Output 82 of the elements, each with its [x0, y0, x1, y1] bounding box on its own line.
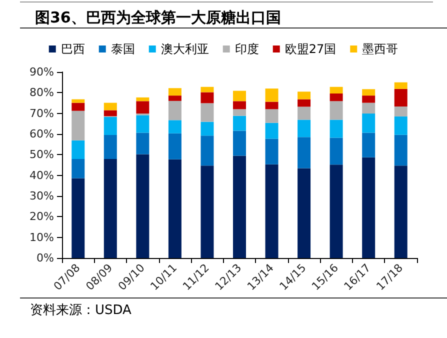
bar — [394, 106, 408, 116]
bar — [394, 134, 408, 166]
legend-label: 巴西 — [60, 42, 85, 56]
bar — [233, 116, 246, 131]
legend-label: 印度 — [234, 42, 259, 56]
bar — [104, 159, 117, 258]
bar — [233, 156, 246, 258]
bar — [298, 168, 311, 258]
bar — [136, 115, 150, 133]
bar — [330, 101, 343, 120]
y-tick-label: 0% — [36, 252, 54, 264]
bar — [200, 86, 214, 92]
bar — [104, 116, 117, 136]
bar — [72, 140, 85, 160]
y-tick-label: 70% — [30, 106, 54, 120]
legend-label: 墨西哥 — [362, 42, 398, 56]
bar — [394, 166, 408, 258]
bar — [104, 110, 117, 116]
bar — [200, 166, 214, 258]
bar — [233, 109, 246, 116]
bar — [168, 120, 182, 134]
bar — [72, 159, 85, 178]
bar — [298, 106, 311, 120]
bar — [233, 130, 246, 156]
bar — [362, 132, 376, 158]
bar — [362, 114, 376, 133]
bar — [104, 102, 117, 110]
bar — [168, 133, 182, 160]
legend-label: 泰国 — [110, 42, 135, 56]
bar — [168, 96, 182, 101]
bar — [265, 138, 278, 164]
bar — [200, 136, 214, 166]
bar — [394, 88, 408, 107]
text: 资料来源：USDA — [30, 303, 132, 318]
bar — [330, 164, 343, 258]
bar — [265, 122, 278, 139]
bar — [168, 88, 182, 96]
bar — [200, 122, 214, 136]
bar — [394, 116, 408, 135]
legend-label: 澳大利亚 — [160, 42, 209, 56]
bar — [298, 120, 311, 138]
y-tick-label: 50% — [30, 148, 54, 162]
bar — [265, 109, 278, 123]
bar — [265, 164, 278, 258]
bar — [168, 100, 182, 120]
bar — [136, 154, 150, 258]
bar — [136, 101, 150, 114]
bar — [200, 92, 214, 104]
bar — [362, 102, 376, 114]
bar — [233, 90, 246, 102]
bar — [298, 92, 311, 100]
y-tick-label: 10% — [30, 230, 54, 244]
legend-label: 欧盟27国 — [284, 42, 336, 56]
y-tick-label: 20% — [30, 210, 54, 224]
bar — [362, 96, 376, 103]
y-tick-label: 40% — [30, 168, 54, 182]
y-tick-label: 30% — [30, 190, 54, 202]
bar — [72, 110, 85, 140]
y-tick-label: 60% — [30, 128, 54, 140]
bar — [330, 120, 343, 138]
bar — [298, 99, 311, 107]
bar — [298, 137, 311, 168]
bar — [72, 102, 85, 111]
bar — [330, 138, 343, 165]
bar — [136, 97, 150, 102]
chart-title: 图36、巴西为全球第一大原糖出口国 — [35, 8, 281, 26]
bar — [330, 93, 343, 102]
y-tick-label: 90% — [30, 66, 54, 78]
bar — [265, 88, 278, 102]
bar — [233, 101, 246, 110]
bar — [72, 178, 85, 258]
bar — [330, 86, 343, 94]
bar — [72, 99, 85, 103]
bar — [394, 82, 408, 89]
bar — [104, 135, 117, 160]
bar — [362, 89, 376, 96]
bar — [168, 159, 182, 258]
y-tick-label: 80% — [30, 86, 54, 100]
bar — [265, 102, 278, 110]
bar — [362, 157, 376, 258]
bar — [200, 103, 214, 122]
bar — [136, 132, 150, 154]
